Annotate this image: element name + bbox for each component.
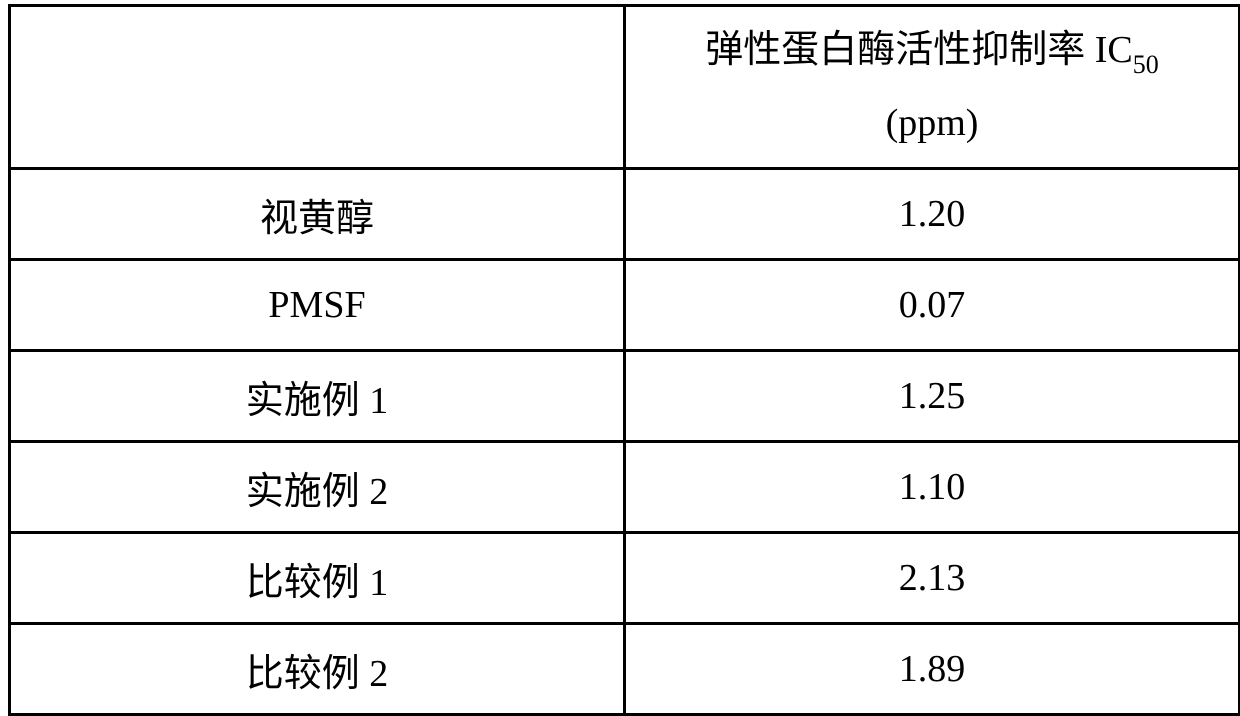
row-value: 1.10 xyxy=(625,442,1240,533)
page: 弹性蛋白酶活性抑制率 IC50 (ppm) 视黄醇 1.20 PMSF 0.07… xyxy=(0,0,1240,707)
row-value: 0.07 xyxy=(625,260,1240,351)
ic50-table: 弹性蛋白酶活性抑制率 IC50 (ppm) 视黄醇 1.20 PMSF 0.07… xyxy=(8,4,1240,716)
table-row: 实施例 2 1.10 xyxy=(10,442,1240,533)
row-value: 1.89 xyxy=(625,624,1240,715)
row-label: 比较例 1 xyxy=(10,533,625,624)
header-label-cell: 弹性蛋白酶活性抑制率 IC50 (ppm) xyxy=(625,6,1240,169)
row-label: PMSF xyxy=(10,260,625,351)
table-row: 比较例 2 1.89 xyxy=(10,624,1240,715)
table-row: 比较例 1 2.13 xyxy=(10,533,1240,624)
table-row: 实施例 1 1.25 xyxy=(10,351,1240,442)
row-label: 实施例 2 xyxy=(10,442,625,533)
header-line-1: 弹性蛋白酶活性抑制率 IC50 xyxy=(705,14,1159,87)
header-blank-cell xyxy=(10,6,625,169)
table-header-row: 弹性蛋白酶活性抑制率 IC50 (ppm) xyxy=(10,6,1240,169)
table-row: PMSF 0.07 xyxy=(10,260,1240,351)
row-label: 实施例 1 xyxy=(10,351,625,442)
row-value: 2.13 xyxy=(625,533,1240,624)
table-body: 视黄醇 1.20 PMSF 0.07 实施例 1 1.25 实施例 2 1.10… xyxy=(10,169,1240,715)
row-label: 视黄醇 xyxy=(10,169,625,260)
table-row: 视黄醇 1.20 xyxy=(10,169,1240,260)
header-subscript: 50 xyxy=(1133,50,1159,79)
row-value: 1.20 xyxy=(625,169,1240,260)
row-value: 1.25 xyxy=(625,351,1240,442)
header-text-prefix: 弹性蛋白酶活性抑制率 IC xyxy=(705,29,1133,71)
header-line-2: (ppm) xyxy=(886,102,979,144)
row-label: 比较例 2 xyxy=(10,624,625,715)
